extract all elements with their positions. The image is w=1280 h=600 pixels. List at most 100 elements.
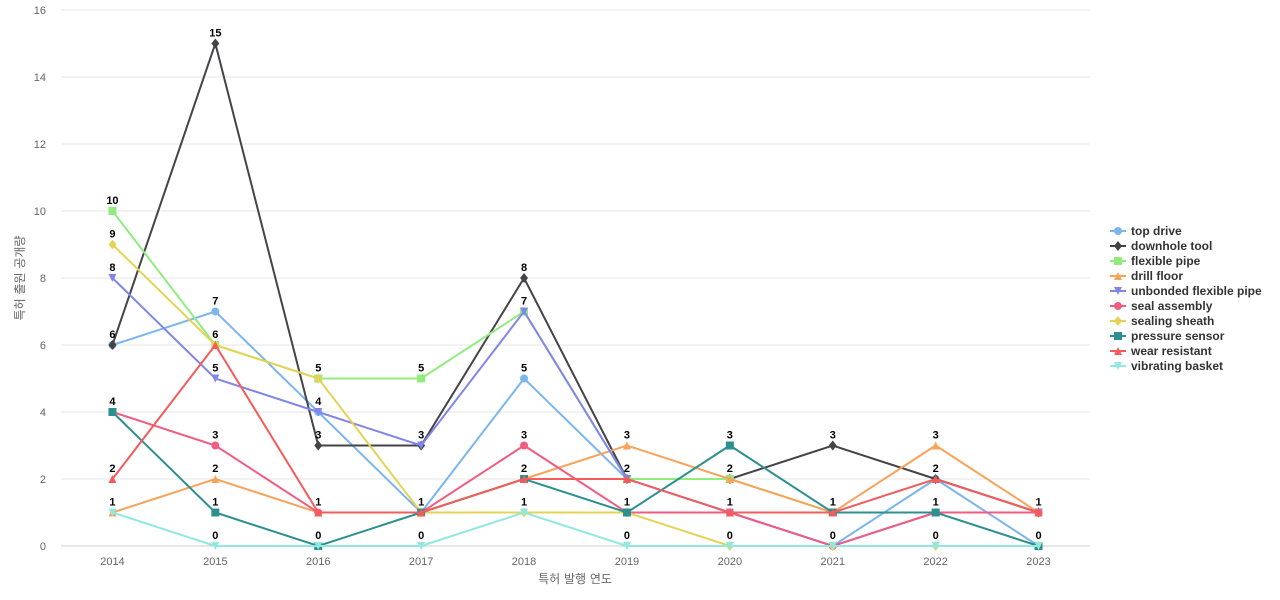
data-point: [211, 508, 220, 517]
data-label: 1: [418, 497, 424, 509]
data-label: 3: [315, 430, 321, 442]
data-point: [520, 475, 529, 483]
series-line: [112, 511, 1039, 547]
data-point: [520, 307, 529, 316]
data-label: 0: [1035, 530, 1041, 542]
data-label: 4: [315, 396, 322, 408]
data-label: 1: [315, 497, 321, 509]
legend-item[interactable]: downhole tool: [1110, 239, 1212, 253]
legend-marker: [1114, 332, 1122, 340]
data-label: 3: [521, 430, 527, 442]
data-point: [211, 475, 220, 483]
data-point: [725, 508, 734, 517]
data-label: 1: [1035, 497, 1041, 509]
legend-marker: [1114, 347, 1122, 355]
legend-marker: [1114, 241, 1122, 251]
data-point: [108, 475, 117, 483]
data-point: [211, 307, 220, 316]
data-point: [931, 508, 940, 517]
data-label: 5: [521, 363, 527, 375]
data-label: 1: [727, 497, 733, 509]
data-label: 1: [624, 497, 630, 509]
series-line: [112, 444, 1040, 514]
x-tick-label: 2021: [821, 556, 845, 568]
data-point: [211, 38, 220, 49]
data-point: [622, 542, 631, 550]
data-point: [314, 408, 323, 416]
data-label: 0: [212, 530, 218, 542]
data-label: 2: [727, 463, 733, 475]
data-label: 2: [624, 463, 630, 475]
y-tick-label: 6: [40, 340, 46, 352]
data-label: 1: [212, 497, 218, 509]
data-point: [314, 542, 323, 550]
data-point: [108, 239, 117, 250]
data-label: 3: [933, 430, 939, 442]
data-point: [417, 508, 426, 517]
data-point: [520, 374, 529, 383]
y-tick-label: 2: [40, 474, 46, 486]
x-tick-label: 2019: [615, 556, 639, 568]
data-point: [211, 542, 220, 550]
data-label: 1: [521, 497, 527, 509]
data-label: 2: [933, 463, 939, 475]
data-point: [931, 441, 940, 450]
legend-item[interactable]: seal assembly: [1110, 299, 1213, 313]
x-axis-title: 특허 발행 연도: [538, 571, 612, 586]
data-label: 2: [212, 463, 218, 475]
legend-item[interactable]: sealing sheath: [1110, 314, 1214, 328]
data-point: [520, 508, 529, 517]
y-tick-label: 14: [34, 72, 46, 84]
data-label: 8: [109, 262, 115, 274]
legend-item[interactable]: flexible pipe: [1110, 254, 1201, 268]
data-point: [108, 274, 117, 282]
data-point: [108, 508, 117, 517]
data-label: 0: [418, 530, 424, 542]
data-label: 2: [521, 463, 527, 475]
y-tick-label: 16: [34, 5, 46, 17]
data-label: 0: [830, 530, 836, 542]
data-point: [725, 542, 734, 550]
legend-label: drill floor: [1131, 269, 1183, 283]
data-label: 6: [212, 329, 218, 341]
data-point: [725, 441, 734, 450]
x-tick-label: 2022: [923, 556, 947, 568]
series-wear-resistant: [108, 341, 1043, 517]
legend-marker: [1114, 316, 1122, 326]
series-vibrating-basket: [108, 508, 1043, 550]
data-point: [417, 441, 426, 450]
data-point: [828, 508, 837, 517]
data-label: 0: [624, 530, 630, 542]
y-tick-label: 4: [40, 407, 46, 419]
series-flexible-pipe: [108, 207, 1043, 517]
data-point: [725, 475, 734, 483]
data-point: [417, 542, 426, 550]
legend-item[interactable]: unbonded flexible pipe: [1110, 284, 1262, 298]
x-tick-label: 2016: [306, 556, 330, 568]
data-label: 3: [727, 430, 733, 442]
x-tick-label: 2020: [718, 556, 742, 568]
legend-label: top drive: [1131, 224, 1182, 238]
series-line: [112, 310, 1040, 548]
data-point: [828, 440, 837, 451]
data-label: 0: [315, 530, 321, 542]
data-point: [1034, 542, 1043, 550]
x-tick-label: 2023: [1026, 556, 1050, 568]
legend-item[interactable]: vibrating basket: [1110, 359, 1223, 373]
x-tick-label: 2014: [100, 556, 124, 568]
legend-item[interactable]: top drive: [1110, 224, 1182, 238]
data-label: 1: [933, 497, 939, 509]
data-label: 0: [933, 530, 939, 542]
legend-label: sealing sheath: [1131, 314, 1214, 328]
legend-label: vibrating basket: [1131, 359, 1223, 373]
legend-item[interactable]: drill floor: [1110, 269, 1183, 283]
data-point: [417, 374, 426, 383]
data-point: [828, 542, 837, 550]
legend-item[interactable]: pressure sensor: [1110, 329, 1225, 343]
series-line: [111, 343, 1039, 514]
data-label: 5: [418, 363, 424, 375]
legend-item[interactable]: wear resistant: [1110, 344, 1212, 358]
